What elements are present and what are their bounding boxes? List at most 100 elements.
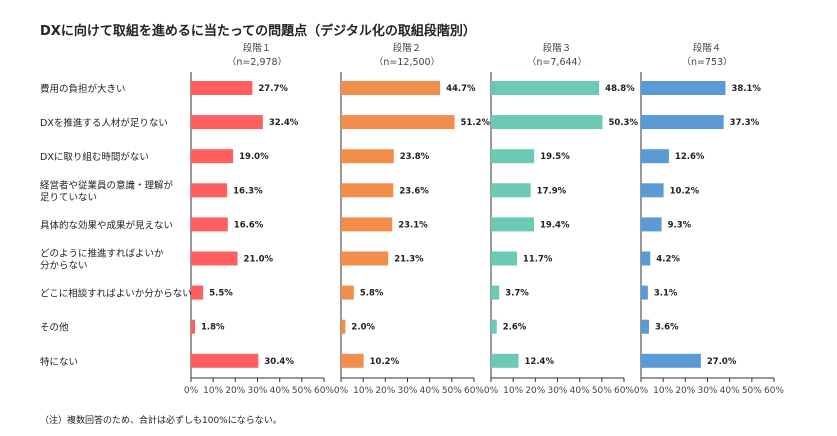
bar [191, 285, 204, 300]
bar [641, 285, 648, 300]
bar [341, 183, 394, 198]
x-tick-label: 40% [420, 386, 440, 396]
bar [341, 353, 364, 368]
bar [491, 81, 600, 95]
bar [491, 285, 500, 300]
data-label: 21.0% [244, 255, 274, 265]
category-label: その他 [40, 322, 69, 334]
data-label: 19.0% [239, 152, 269, 162]
data-label: 2.0% [351, 323, 375, 333]
data-label: 38.1% [731, 84, 761, 94]
series-n: （n=2,978） [227, 56, 287, 68]
bar [641, 115, 724, 130]
data-label: 16.3% [233, 186, 263, 196]
bar [641, 251, 651, 266]
category-label: 特にない [40, 356, 78, 368]
data-label: 23.1% [398, 220, 428, 230]
data-label: 44.7% [446, 84, 476, 94]
data-label: 9.3% [668, 220, 692, 230]
data-label: 11.7% [523, 255, 553, 265]
x-tick-label: 10% [653, 386, 673, 396]
data-label: 2.6% [503, 323, 527, 333]
bar [191, 319, 195, 334]
data-label: 48.8% [605, 84, 635, 94]
data-label: 3.6% [655, 323, 679, 333]
x-tick-label: 60% [464, 386, 484, 396]
data-label: 1.8% [201, 323, 225, 333]
bar [191, 217, 228, 232]
x-tick-label: 10% [353, 386, 373, 396]
x-tick-label: 30% [397, 386, 417, 396]
bar [491, 149, 535, 164]
series-n: （n=753） [681, 56, 732, 68]
x-tick-label: 20% [225, 386, 245, 396]
category-label: 分からない [40, 261, 88, 272]
bar [641, 149, 669, 164]
x-tick-label: 50% [742, 386, 762, 396]
x-tick-label: 40% [570, 386, 590, 396]
series-n: （n=12,500） [374, 56, 440, 68]
bar [341, 319, 346, 334]
data-label: 3.1% [654, 289, 678, 299]
data-label: 12.6% [675, 152, 705, 162]
data-label: 30.4% [264, 357, 294, 367]
bar [491, 353, 519, 368]
x-tick-label: 40% [270, 386, 290, 396]
data-label: 10.2% [670, 186, 700, 196]
bar [341, 81, 441, 95]
data-label: 10.2% [370, 357, 400, 367]
bar [191, 353, 259, 368]
data-label: 19.4% [540, 220, 570, 230]
x-tick-label: 40% [720, 386, 740, 396]
x-tick-label: 50% [592, 386, 612, 396]
data-label: 23.6% [399, 186, 429, 196]
bar [641, 217, 662, 232]
category-label: 費用の負担が大きい [40, 83, 126, 95]
bar [491, 319, 497, 334]
x-tick-label: 30% [247, 386, 267, 396]
data-label: 3.7% [505, 289, 529, 299]
bar [191, 81, 253, 95]
bar [491, 217, 535, 232]
data-label: 5.8% [360, 289, 384, 299]
x-tick-label: 0% [634, 386, 649, 396]
x-tick-label: 20% [375, 386, 395, 396]
chart-title: DXに向けて取組を進めるに当たっての問題点（デジタル化の取組段階別） [40, 24, 476, 39]
bar [641, 183, 664, 198]
series-name: 段階１ [243, 42, 272, 54]
data-label: 32.4% [269, 118, 299, 128]
x-tick-label: 50% [292, 386, 312, 396]
data-label: 16.6% [234, 220, 264, 230]
series-name: 段階２ [393, 42, 422, 54]
data-label: 23.8% [400, 152, 430, 162]
data-label: 19.5% [540, 152, 570, 162]
bar [341, 115, 455, 130]
bar [191, 149, 234, 164]
data-label: 51.2% [460, 118, 490, 128]
bar [641, 353, 701, 368]
bar [491, 183, 531, 198]
x-tick-label: 60% [764, 386, 784, 396]
data-label: 4.2% [656, 255, 680, 265]
category-label: 具体的な効果や成果が見えない [40, 219, 173, 231]
data-label: 5.5% [209, 289, 233, 299]
category-label: どこに相談すればよいか分からない [40, 288, 192, 300]
x-tick-label: 10% [503, 386, 523, 396]
x-tick-label: 20% [525, 386, 545, 396]
x-tick-label: 0% [184, 386, 199, 396]
bar [491, 115, 603, 130]
footnote: （注）複数回答のため、合計は必ずしも100%にならない。 [40, 416, 282, 426]
category-label: 足りていない [40, 192, 97, 203]
data-label: 50.3% [608, 118, 638, 128]
x-tick-label: 0% [334, 386, 349, 396]
bar [341, 217, 393, 232]
x-tick-label: 60% [614, 386, 634, 396]
x-tick-label: 10% [203, 386, 223, 396]
data-label: 21.3% [394, 255, 424, 265]
data-label: 27.0% [707, 357, 737, 367]
bar [341, 149, 394, 164]
x-tick-label: 30% [547, 386, 567, 396]
bar [191, 115, 263, 130]
data-label: 37.3% [730, 118, 760, 128]
